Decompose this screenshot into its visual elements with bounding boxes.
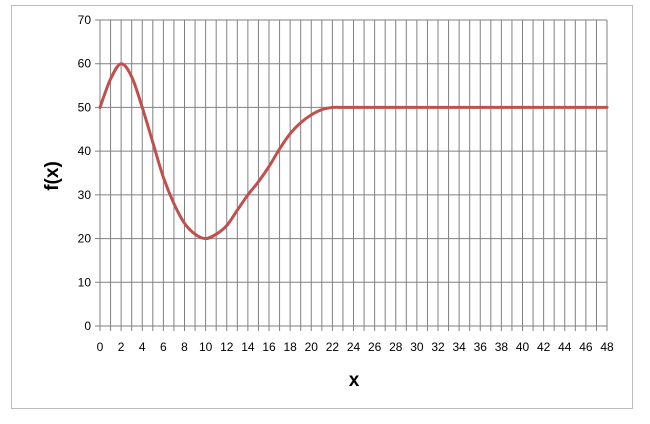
x-axis-title: x: [349, 370, 360, 391]
x-tick-label: 4: [139, 340, 146, 354]
x-tick-label: 26: [368, 340, 382, 354]
x-tick-label: 14: [241, 340, 255, 354]
series-layer: [98, 62, 609, 241]
y-tick-label: 50: [78, 100, 92, 114]
x-tick-label: 38: [495, 340, 509, 354]
axis-layer: [95, 19, 608, 331]
x-tick-label: 10: [199, 340, 213, 354]
x-tick-label: 12: [220, 340, 234, 354]
series-line: [98, 62, 609, 241]
x-tick-label: 42: [537, 340, 551, 354]
x-tick-label: 28: [389, 340, 403, 354]
x-tick-label: 6: [160, 340, 167, 354]
y-tick-label: 0: [84, 319, 91, 333]
y-tick-label: 60: [78, 57, 92, 71]
x-tick-label: 32: [431, 340, 445, 354]
x-tick-label: 34: [452, 340, 466, 354]
y-tick-label: 30: [78, 188, 92, 202]
x-tick-label: 44: [558, 340, 572, 354]
x-tick-label: 40: [516, 340, 530, 354]
x-tick-label: 24: [347, 340, 361, 354]
x-tick-label: 20: [305, 340, 319, 354]
x-tick-label: 36: [474, 340, 488, 354]
x-tick-label: 16: [262, 340, 276, 354]
x-tick-label: 2: [118, 340, 125, 354]
x-tick-label: 0: [97, 340, 104, 354]
y-tick-label: 20: [78, 232, 92, 246]
x-tick-label: 48: [600, 340, 614, 354]
x-tick-label: 8: [181, 340, 188, 354]
y-tick-label: 70: [78, 13, 92, 27]
x-tick-label: 22: [326, 340, 340, 354]
x-tick-label: 46: [579, 340, 593, 354]
y-tick-label: 40: [78, 144, 92, 158]
x-tick-label: 18: [283, 340, 297, 354]
y-tick-label: 10: [78, 275, 92, 289]
x-tick-label: 30: [410, 340, 424, 354]
y-axis-title: f(x): [42, 161, 63, 191]
grid-layer: [100, 19, 608, 326]
